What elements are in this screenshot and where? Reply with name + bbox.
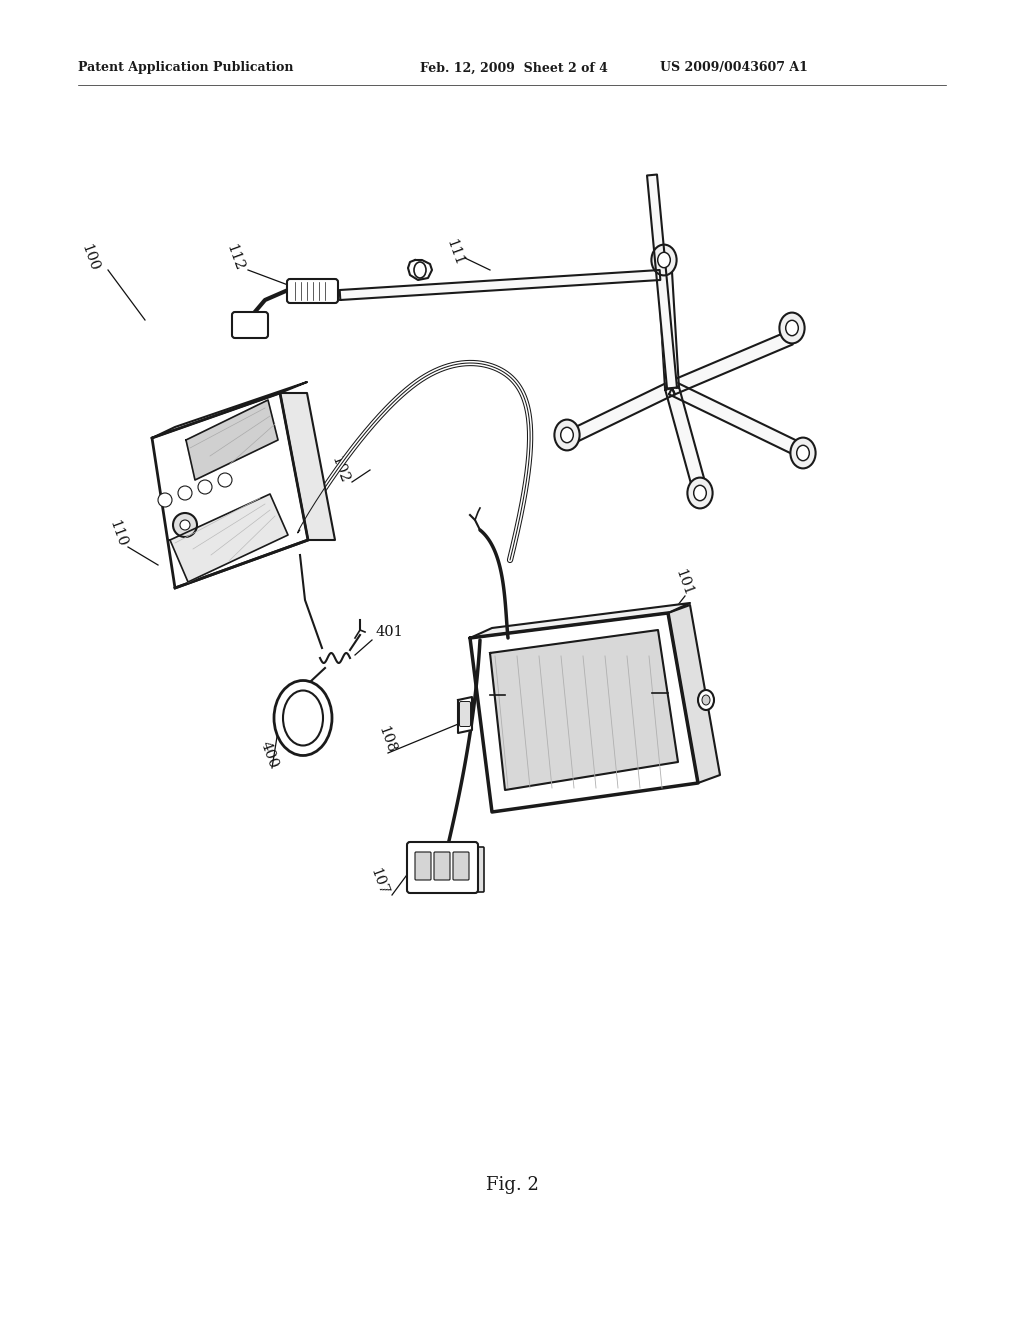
Text: Feb. 12, 2009  Sheet 2 of 4: Feb. 12, 2009 Sheet 2 of 4 [420, 62, 608, 74]
Polygon shape [470, 603, 690, 638]
Circle shape [173, 513, 197, 537]
Text: 400: 400 [258, 739, 281, 771]
FancyBboxPatch shape [232, 312, 268, 338]
Text: 100: 100 [79, 243, 101, 273]
Polygon shape [408, 260, 432, 280]
Ellipse shape [414, 261, 426, 279]
FancyBboxPatch shape [453, 851, 469, 880]
Polygon shape [572, 381, 675, 441]
Polygon shape [670, 331, 793, 395]
Polygon shape [280, 393, 335, 540]
Text: 401: 401 [375, 624, 402, 639]
Polygon shape [152, 393, 308, 587]
FancyBboxPatch shape [407, 842, 478, 894]
Text: 111: 111 [443, 236, 466, 267]
Circle shape [178, 486, 193, 500]
Circle shape [158, 492, 172, 507]
Polygon shape [666, 387, 707, 492]
FancyBboxPatch shape [415, 851, 431, 880]
Ellipse shape [702, 696, 710, 705]
Polygon shape [647, 174, 677, 388]
Text: 112: 112 [223, 243, 247, 273]
Polygon shape [186, 400, 278, 480]
Polygon shape [170, 494, 288, 582]
Polygon shape [340, 271, 660, 300]
Ellipse shape [651, 244, 677, 276]
Ellipse shape [554, 420, 580, 450]
Ellipse shape [693, 486, 707, 500]
FancyBboxPatch shape [460, 701, 470, 726]
Text: Fig. 2: Fig. 2 [485, 1176, 539, 1195]
Text: 102: 102 [329, 454, 351, 486]
Text: 108: 108 [375, 725, 397, 755]
Polygon shape [658, 272, 679, 388]
Ellipse shape [779, 313, 805, 343]
Circle shape [198, 480, 212, 494]
Text: 107: 107 [368, 866, 390, 898]
Text: 104: 104 [512, 733, 535, 763]
Ellipse shape [283, 690, 323, 746]
Text: 110: 110 [106, 519, 129, 549]
Ellipse shape [274, 681, 332, 755]
Ellipse shape [561, 428, 573, 442]
Polygon shape [490, 630, 678, 789]
Polygon shape [669, 381, 803, 457]
FancyBboxPatch shape [434, 851, 450, 880]
Ellipse shape [791, 438, 815, 469]
Ellipse shape [687, 478, 713, 508]
Polygon shape [668, 605, 720, 783]
Polygon shape [470, 612, 698, 812]
Ellipse shape [785, 321, 799, 335]
Text: 101: 101 [672, 568, 694, 598]
Ellipse shape [797, 445, 809, 461]
Circle shape [180, 520, 190, 531]
FancyBboxPatch shape [474, 847, 484, 892]
Ellipse shape [698, 690, 714, 710]
Text: Patent Application Publication: Patent Application Publication [78, 62, 294, 74]
Polygon shape [458, 697, 472, 733]
Polygon shape [152, 381, 307, 438]
Text: 103: 103 [635, 649, 657, 681]
Text: US 2009/0043607 A1: US 2009/0043607 A1 [660, 62, 808, 74]
Circle shape [218, 473, 232, 487]
Ellipse shape [657, 252, 671, 268]
FancyBboxPatch shape [287, 279, 338, 304]
